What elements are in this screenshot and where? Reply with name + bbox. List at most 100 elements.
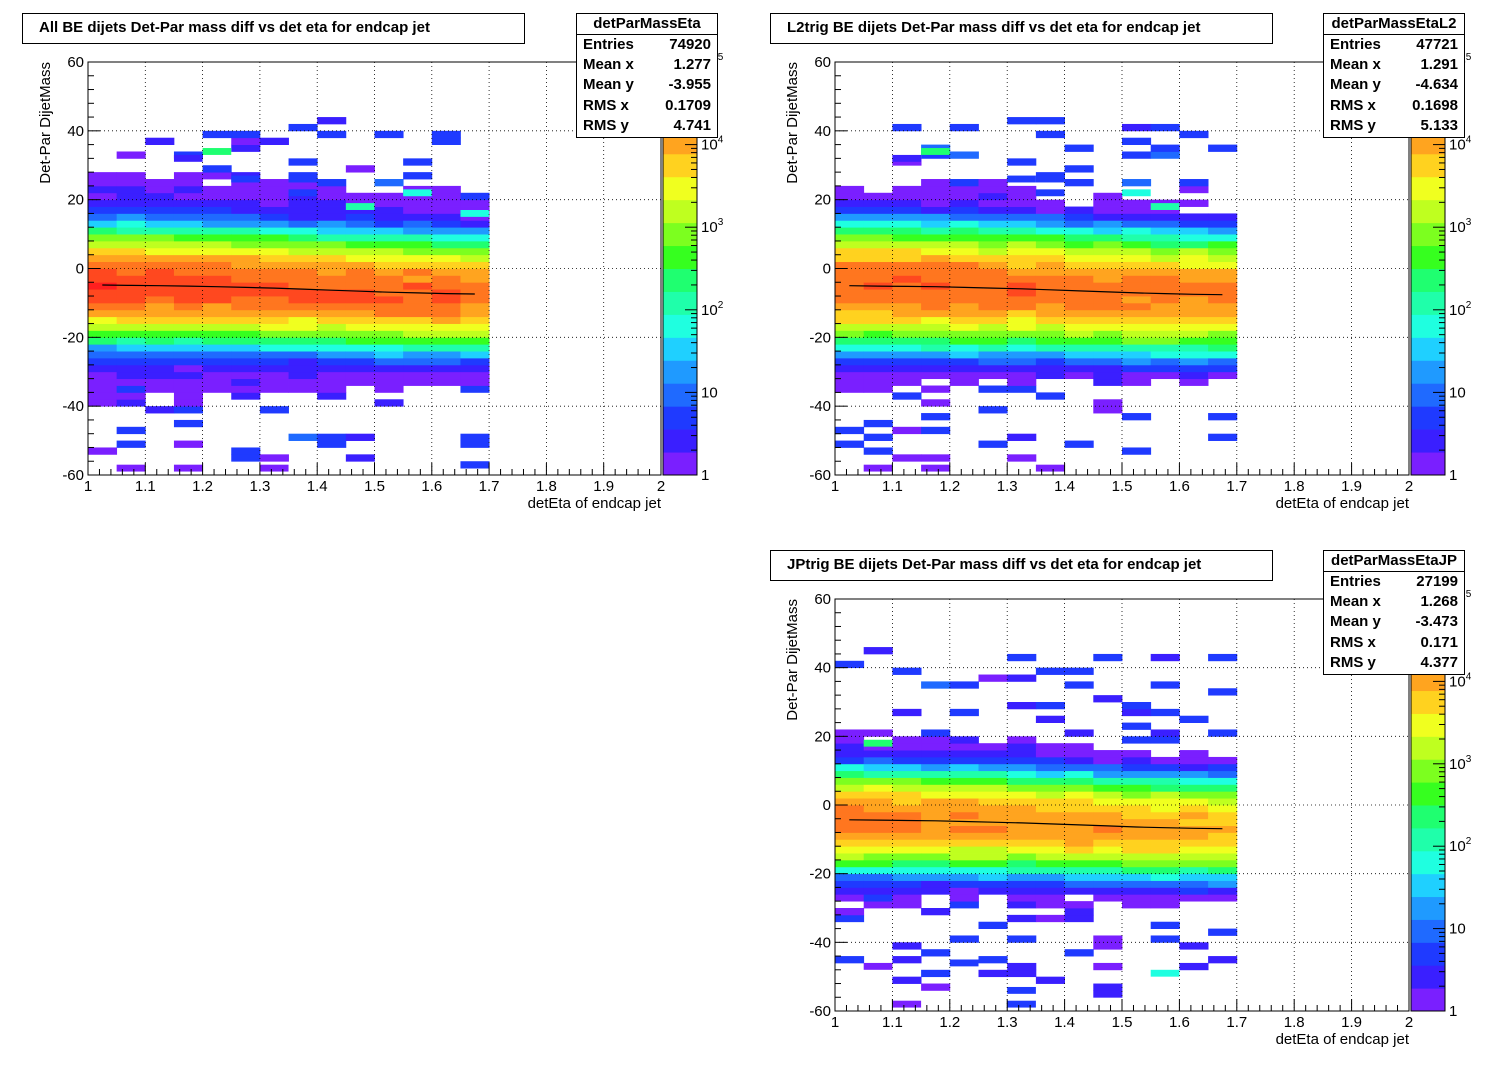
heatmap-cell <box>231 316 261 324</box>
heatmap-cell <box>921 859 951 868</box>
heatmap-cell <box>921 289 951 297</box>
heatmap-cell <box>202 296 232 304</box>
heatmap-cell <box>1122 818 1152 826</box>
heatmap-cell <box>921 818 951 826</box>
heatmap-cell <box>345 234 375 242</box>
heatmap-cell <box>116 220 146 228</box>
heatmap-cell <box>317 433 347 441</box>
heatmap-cell <box>1093 756 1123 765</box>
heatmap-cell <box>145 220 175 228</box>
heatmap-cell <box>231 240 261 249</box>
heatmap-cell <box>317 240 347 249</box>
heatmap-cell <box>1150 708 1180 717</box>
heatmap-cell <box>431 220 461 228</box>
colorbar-segment <box>663 291 697 315</box>
heatmap-cell <box>403 261 433 269</box>
heatmap-cell <box>1035 392 1065 400</box>
stats-row-mean-x: Mean x 1.291 <box>1324 55 1464 75</box>
heatmap-cell <box>1122 811 1152 820</box>
heatmap-cell <box>978 805 1008 813</box>
heatmap-cell <box>949 866 979 875</box>
heatmap-cell <box>1122 227 1152 235</box>
heatmap-cell <box>863 234 893 242</box>
heatmap-cell <box>1064 254 1094 263</box>
heatmap-cell <box>1035 261 1065 269</box>
heatmap-outlier <box>259 464 289 472</box>
heatmap-cell <box>1093 750 1123 758</box>
colorbar-segment <box>663 176 697 201</box>
heatmap-cell <box>949 743 979 751</box>
profile-line <box>849 285 1223 296</box>
heatmap-cell <box>403 240 433 249</box>
heatmap-cell <box>374 282 404 290</box>
heatmap-cell <box>116 309 146 318</box>
heatmap-cell <box>892 866 922 875</box>
stats-value: -4.634 <box>1415 76 1458 94</box>
heatmap-cell <box>403 351 433 359</box>
heatmap-cell <box>863 839 893 847</box>
heatmap-cell <box>921 969 951 978</box>
heatmap-cell <box>835 908 865 916</box>
heatmap-cell <box>1179 371 1209 380</box>
heatmap-cell <box>921 908 951 916</box>
colorbar-tick-exponent: 4 <box>718 135 724 146</box>
x-tick-label: 1.2 <box>939 478 960 495</box>
heatmap-cell <box>460 234 490 242</box>
heatmap-cell <box>1208 433 1238 441</box>
heatmap-cell <box>835 316 865 324</box>
heatmap-cell <box>173 440 203 448</box>
heatmap-cell <box>1035 254 1065 263</box>
heatmap-cell <box>1208 846 1238 854</box>
heatmap-cell <box>202 316 232 324</box>
heatmap-cell <box>1035 309 1065 318</box>
heatmap-cell <box>1007 743 1037 751</box>
stats-row-rms-x: RMS x 0.1698 <box>1324 96 1464 116</box>
heatmap-cell <box>978 289 1008 297</box>
heatmap-cell <box>949 894 979 902</box>
heatmap-cell <box>892 791 922 799</box>
colorbar-segment <box>1411 383 1445 407</box>
heatmap-cell <box>288 302 318 311</box>
colorbar-tick-exponent: 2 <box>718 300 724 311</box>
colorbar-tick-label: 104 <box>1449 135 1472 154</box>
heatmap-cell <box>231 330 261 338</box>
heatmap-cell <box>317 357 347 366</box>
heatmap-cell <box>921 887 951 895</box>
heatmap-cell <box>431 364 461 373</box>
heatmap-cell <box>949 364 979 373</box>
x-tick-label: 1.1 <box>135 478 156 495</box>
heatmap-cell <box>949 282 979 290</box>
heatmap-cell <box>1064 914 1094 923</box>
heatmap-cell <box>978 674 1008 682</box>
heatmap-cell <box>1035 873 1065 881</box>
heatmap-cell <box>116 227 146 235</box>
heatmap-cell <box>202 268 232 276</box>
heatmap-cell <box>202 357 232 366</box>
panel-title-l2: L2trig BE dijets Det-Par mass diff vs de… <box>770 13 1273 44</box>
heatmap-cell <box>259 137 289 145</box>
stats-value: 4.377 <box>1420 653 1458 671</box>
heatmap-cell <box>1064 777 1094 785</box>
heatmap-cell <box>892 227 922 235</box>
heatmap-cell <box>978 798 1008 806</box>
heatmap-cell <box>892 323 922 331</box>
heatmap-cell <box>949 192 979 201</box>
colorbar-segment <box>663 406 697 430</box>
heatmap-cell <box>978 385 1008 393</box>
heatmap-cell <box>835 296 865 304</box>
colorbar-segment <box>1411 782 1445 806</box>
heatmap-cell <box>1208 770 1238 778</box>
heatmap-cell <box>116 261 146 269</box>
heatmap-cell <box>231 351 261 359</box>
heatmap-cell <box>1093 784 1123 792</box>
heatmap-cell <box>345 206 375 214</box>
stats-label: RMS y <box>1330 116 1376 134</box>
heatmap-cell <box>949 337 979 345</box>
heatmap-cell <box>145 206 175 214</box>
stats-row-mean-x: Mean x 1.277 <box>577 55 717 75</box>
heatmap-cell <box>173 185 203 194</box>
colorbar-tick-base: 10 <box>1449 673 1466 690</box>
heatmap-cell <box>202 371 232 380</box>
heatmap-outlier <box>863 739 893 747</box>
heatmap-cell <box>863 866 893 875</box>
